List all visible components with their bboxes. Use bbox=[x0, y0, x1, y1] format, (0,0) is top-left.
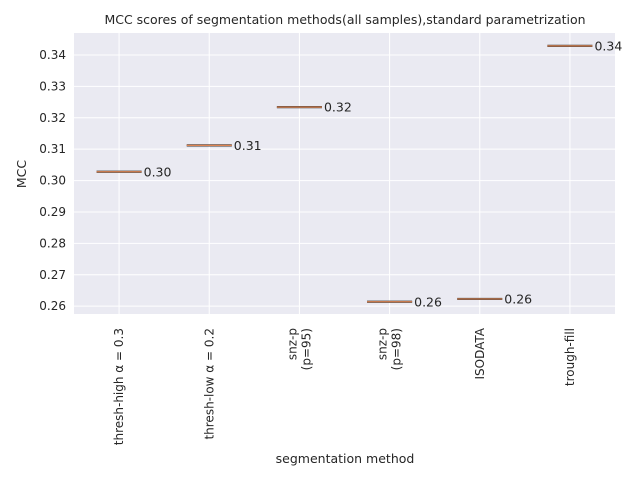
x-tick-label: trough-fill bbox=[563, 328, 577, 386]
y-tick-label: 0.28 bbox=[39, 236, 66, 250]
chart-title: MCC scores of segmentation methods(all s… bbox=[104, 12, 585, 27]
grid-lines bbox=[74, 33, 615, 314]
data-label: 0.26 bbox=[414, 294, 442, 309]
y-axis-label: MCC bbox=[14, 160, 29, 189]
y-tick-label: 0.26 bbox=[39, 299, 66, 313]
plot-background bbox=[74, 33, 615, 314]
y-tick-label: 0.34 bbox=[39, 48, 66, 62]
x-tick-label: (p=98) bbox=[390, 328, 404, 370]
data-label: 0.31 bbox=[234, 138, 262, 153]
y-tick-label: 0.33 bbox=[39, 79, 66, 93]
x-tick-label: ISODATA bbox=[473, 327, 487, 379]
data-label: 0.30 bbox=[144, 164, 172, 179]
data-label: 0.26 bbox=[504, 291, 532, 306]
y-tick-label: 0.30 bbox=[39, 174, 66, 188]
x-tick-label: snz-p bbox=[376, 328, 390, 360]
value-labels: 0.30 0.31 0.32 0.26 0.26 0.34 bbox=[144, 38, 623, 309]
x-axis-label: segmentation method bbox=[276, 451, 415, 466]
x-tick-label: snz-p bbox=[285, 328, 299, 360]
y-tick-label: 0.27 bbox=[39, 268, 66, 282]
y-tick-labels: 0.26 0.27 0.28 0.29 0.30 0.31 0.32 0.33 0.34 bbox=[39, 48, 66, 313]
x-tick-label: (p=95) bbox=[299, 328, 313, 370]
x-tick-label: thresh-low α = 0.2 bbox=[202, 328, 216, 440]
box-marks bbox=[96, 44, 593, 303]
data-label: 0.32 bbox=[324, 100, 352, 115]
y-tick-label: 0.31 bbox=[39, 142, 66, 156]
data-label: 0.34 bbox=[594, 38, 622, 53]
x-tick-label: thresh-high α = 0.3 bbox=[112, 328, 126, 445]
x-tick-labels: thresh-high α = 0.3 thresh-low α = 0.2 snz… bbox=[112, 327, 577, 445]
y-tick-label: 0.29 bbox=[39, 205, 66, 219]
y-tick-label: 0.32 bbox=[39, 111, 66, 125]
